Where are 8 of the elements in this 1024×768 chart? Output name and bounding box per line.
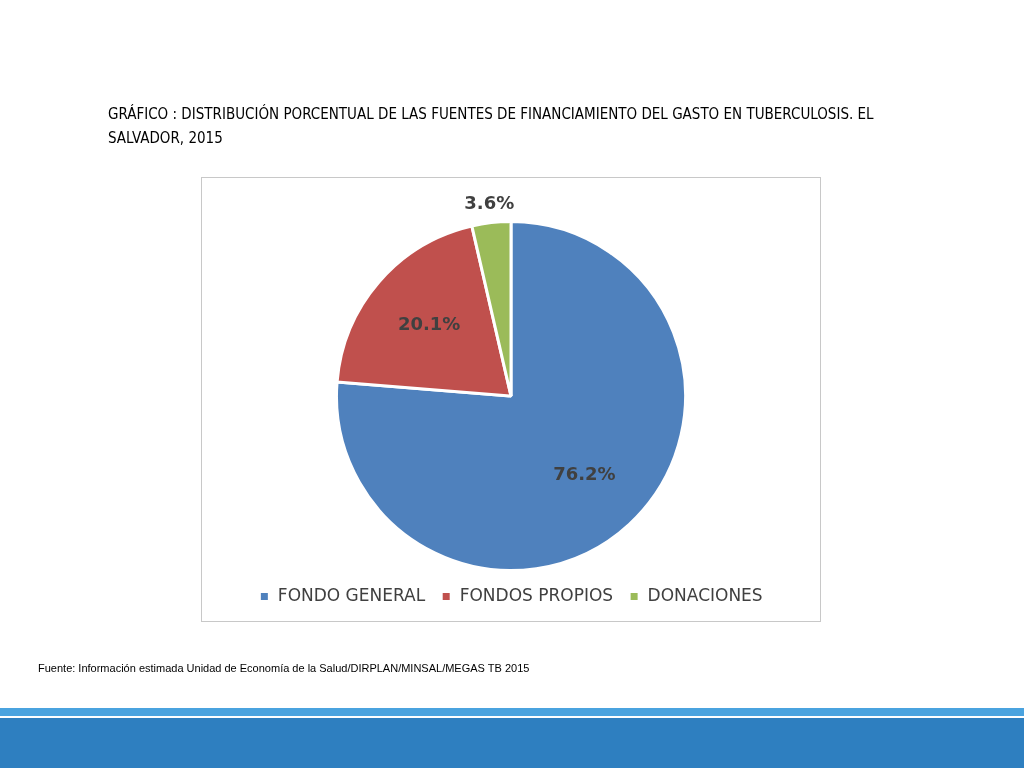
chart-title: GRÁFICO : DISTRIBUCIÓN PORCENTUAL DE LAS FUENTES DE FINANCIAMIENTO DEL GASTO EN TUBERCULOSIS. EL SALVADOR, 2015 [108, 103, 875, 149]
legend-label: DONACIONES [647, 584, 763, 605]
data-label: 76.2% [553, 463, 616, 485]
data-label: 3.6% [464, 192, 515, 214]
legend-label: FONDO GENERAL [277, 584, 426, 605]
data-label: 20.1% [397, 312, 461, 334]
legend-label: FONDOS PROPIOS [459, 584, 614, 605]
source-note: Fuente: Información estimada Unidad de Economía de la Salud/DIRPLAN/MINSAL/MEGAS TB 2015 [38, 662, 530, 674]
